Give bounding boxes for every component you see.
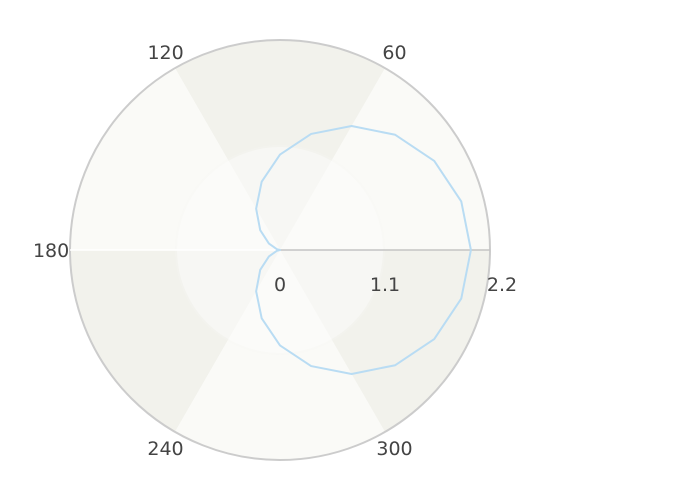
sector-band — [280, 68, 490, 250]
sector-band — [280, 250, 490, 432]
sector-band — [70, 250, 280, 432]
angular-tick-label: 300 — [376, 438, 412, 460]
angular-tick-label: 120 — [147, 42, 183, 64]
angular-tick-label: 60 — [382, 42, 406, 64]
angular-tick-label: 180 — [33, 240, 69, 262]
series-layer — [255, 125, 472, 375]
sector-band — [70, 68, 280, 250]
sector-band — [175, 250, 385, 460]
radial-tick-label: 2.2 — [487, 274, 517, 296]
angular-tick-label: 240 — [147, 438, 183, 460]
sector-bands — [70, 39, 490, 460]
sector-band — [175, 39, 385, 250]
radial-tick-label: 1.1 — [370, 274, 400, 296]
tick-labels: 60 120 180 240 300 0 1.1 2.2 — [33, 42, 517, 460]
radial-tick-label: 0 — [274, 274, 286, 296]
series-line — [255, 125, 472, 375]
